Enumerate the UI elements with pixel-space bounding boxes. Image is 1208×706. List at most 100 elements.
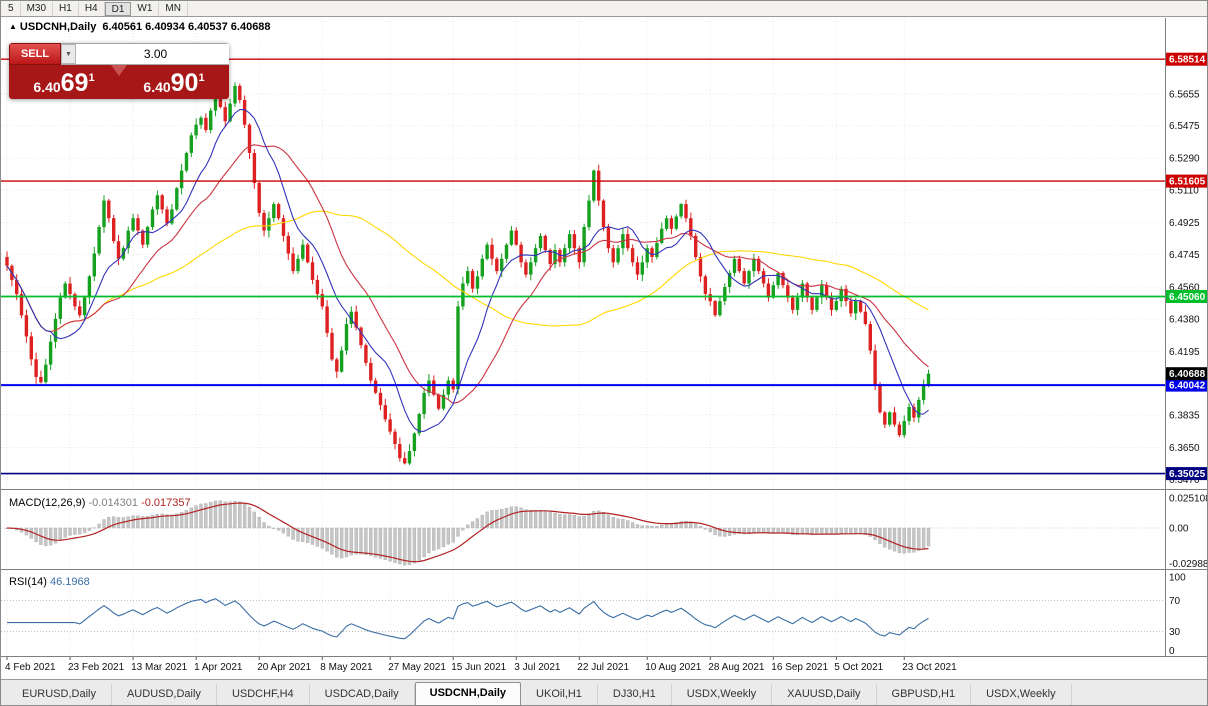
- rsi-axis-label: 100: [1169, 573, 1186, 584]
- price-line-badge-label: 6.35025: [1169, 469, 1206, 480]
- price-line-badge: [1166, 467, 1207, 481]
- chart-symbol-title: ▲ USDCNH,Daily 6.40561 6.40934 6.40537 6.4…: [9, 21, 271, 33]
- chart-tab-3-usdcad-daily[interactable]: USDCAD,Daily: [310, 684, 415, 705]
- price-axis: 6.5655 6.5475 6.5290 6.5110 6.4925 6.4745 6.45…: [1165, 18, 1208, 657]
- price-axis-label: 6.5290: [1169, 154, 1200, 165]
- ohlc-values: 6.40561 6.40934 6.40537 6.40688: [102, 21, 271, 33]
- current-price-badge-label: 6.40688: [1169, 369, 1206, 380]
- volume-stepper[interactable]: ▼ ▲: [61, 43, 229, 65]
- price-axis-label: 6.5110: [1169, 186, 1199, 197]
- buy-price-big: 90: [170, 69, 199, 97]
- timeframe-button-d1[interactable]: D1: [104, 1, 132, 16]
- sell-button[interactable]: SELL: [9, 43, 61, 65]
- timeframe-button-h4[interactable]: H4: [79, 1, 105, 16]
- candlestick-series: [5, 82, 931, 465]
- date-axis-label: 1 Apr 2021: [194, 662, 243, 673]
- price-axis-label: 6.5475: [1169, 121, 1200, 132]
- timeframe-toolbar: 5 M30 H1 H4 D1 W1 MN: [1, 1, 1207, 17]
- buy-price-pip: 1: [198, 72, 205, 84]
- chart-tab-4-usdcnh-daily[interactable]: USDCNH,Daily: [414, 682, 522, 705]
- chart-tab-6-dj30-h1[interactable]: DJ30,H1: [598, 684, 672, 705]
- price-line-badge: [1166, 174, 1207, 188]
- chart-canvas[interactable]: MACD(12,26,9) -0.014301 -0.017357 RSI(14)…: [1, 1, 1208, 681]
- buy-price-base: 6.40: [143, 79, 171, 95]
- date-axis-label: 22 Jul 2021: [577, 662, 629, 673]
- ma-55-line: [6, 210, 929, 333]
- chart-tab-10-usdx-weekly[interactable]: USDX,Weekly: [971, 684, 1072, 705]
- moving-averages: [6, 109, 929, 432]
- buy-price-display[interactable]: 6.40 90 1: [119, 65, 229, 99]
- volume-input[interactable]: [76, 44, 229, 64]
- date-axis: 4 Feb 2021 23 Feb 2021 13 Mar 2021 1 Apr 20…: [5, 657, 957, 673]
- price-axis-label: 6.4925: [1169, 218, 1200, 229]
- date-axis-label: 20 Apr 2021: [257, 662, 311, 673]
- grid: [1, 18, 1165, 656]
- rsi-axis-label: 0: [1169, 646, 1175, 657]
- chart-tab-7-usdx-weekly[interactable]: USDX,Weekly: [672, 684, 773, 705]
- chart-tab-9-gbpusd-h1[interactable]: GBPUSD,H1: [877, 684, 972, 705]
- price-axis-label: 6.4195: [1169, 347, 1200, 358]
- date-axis-label: 3 Jul 2021: [514, 662, 561, 673]
- price-axis-label: 6.3470: [1169, 475, 1200, 486]
- macd-label: MACD(12,26,9) -0.014301 -0.017357: [9, 497, 191, 509]
- date-axis-label: 23 Oct 2021: [902, 662, 957, 673]
- rsi-line: [7, 598, 929, 640]
- timeframe-button-5[interactable]: 5: [2, 1, 21, 16]
- rsi-pane: RSI(14) 46.1968: [1, 576, 1165, 640]
- price-axis-label: 6.3835: [1169, 410, 1200, 421]
- date-axis-label: 10 Aug 2021: [645, 662, 702, 673]
- sell-price-pip: 1: [88, 72, 95, 84]
- symbol-marker-icon: ▲: [9, 22, 17, 31]
- price-line-badge-label: 6.40042: [1169, 381, 1206, 392]
- macd-pane: MACD(12,26,9) -0.014301 -0.017357: [1, 497, 1165, 566]
- price-axis-label: 6.4560: [1169, 283, 1200, 294]
- chart-tab-0-eurusd-daily[interactable]: EURUSD,Daily: [7, 684, 112, 705]
- date-axis-label: 8 May 2021: [320, 662, 373, 673]
- chart-tab-1-audusd-daily[interactable]: AUDUSD,Daily: [112, 684, 217, 705]
- macd-axis-label: -0.029884: [1169, 559, 1208, 570]
- symbol-name: USDCNH,Daily: [19, 21, 97, 33]
- price-line-badge-label: 6.51605: [1169, 177, 1206, 188]
- ma-21-line: [6, 144, 929, 404]
- price-line-badge: [1166, 290, 1207, 303]
- date-axis-label: 16 Sep 2021: [771, 662, 828, 673]
- date-axis-label: 27 May 2021: [388, 662, 446, 673]
- macd-axis-label: 0.025108: [1169, 494, 1208, 505]
- sell-price-display[interactable]: 6.40 69 1: [9, 65, 119, 99]
- chart-tab-8-xauusd-daily[interactable]: XAUUSD,Daily: [772, 684, 877, 705]
- timeframe-button-h1[interactable]: H1: [53, 1, 79, 16]
- price-axis-label: 6.4745: [1169, 250, 1200, 261]
- price-line-badge: [1166, 378, 1207, 392]
- chart-tab-2-usdchf-h4[interactable]: USDCHF,H4: [217, 684, 310, 705]
- price-axis-label: 6.5655: [1169, 89, 1200, 100]
- volume-decrease-icon[interactable]: ▼: [61, 44, 76, 64]
- timeframe-button-mn[interactable]: MN: [159, 1, 188, 16]
- ma-10-line: [6, 109, 929, 432]
- current-price-badge: [1166, 367, 1207, 381]
- date-axis-label: 4 Feb 2021: [5, 662, 56, 673]
- timeframe-button-m30[interactable]: M30: [21, 1, 54, 16]
- rsi-axis-label: 30: [1169, 627, 1181, 638]
- horizontal-lines: [1, 58, 1165, 475]
- date-axis-label: 15 Jun 2021: [451, 662, 506, 673]
- price-line-badge-label: 6.58514: [1169, 55, 1206, 66]
- price-axis-label: 6.3650: [1169, 443, 1200, 454]
- macd-signal-line: [6, 502, 929, 563]
- chart-tabs-bar: EURUSD,Daily AUDUSD,Daily USDCHF,H4 USDCAD,…: [1, 679, 1207, 705]
- date-axis-label: 13 Mar 2021: [131, 662, 188, 673]
- date-axis-label: 5 Oct 2021: [834, 662, 883, 673]
- timeframe-button-w1[interactable]: W1: [131, 1, 160, 16]
- price-axis-label: 6.4380: [1169, 314, 1200, 325]
- chart-tab-5-ukoil-h1[interactable]: UKOil,H1: [521, 684, 598, 705]
- rsi-label: RSI(14) 46.1968: [9, 576, 90, 588]
- date-axis-label: 23 Feb 2021: [68, 662, 125, 673]
- rsi-axis-label: 70: [1169, 596, 1181, 607]
- date-axis-label: 28 Aug 2021: [708, 662, 765, 673]
- macd-axis-label: 0.00: [1169, 524, 1189, 535]
- price-line-badge-label: 6.45060: [1169, 292, 1206, 303]
- sell-price-base: 6.40: [33, 79, 61, 95]
- sell-price-big: 69: [60, 69, 89, 97]
- price-line-badge: [1166, 52, 1207, 66]
